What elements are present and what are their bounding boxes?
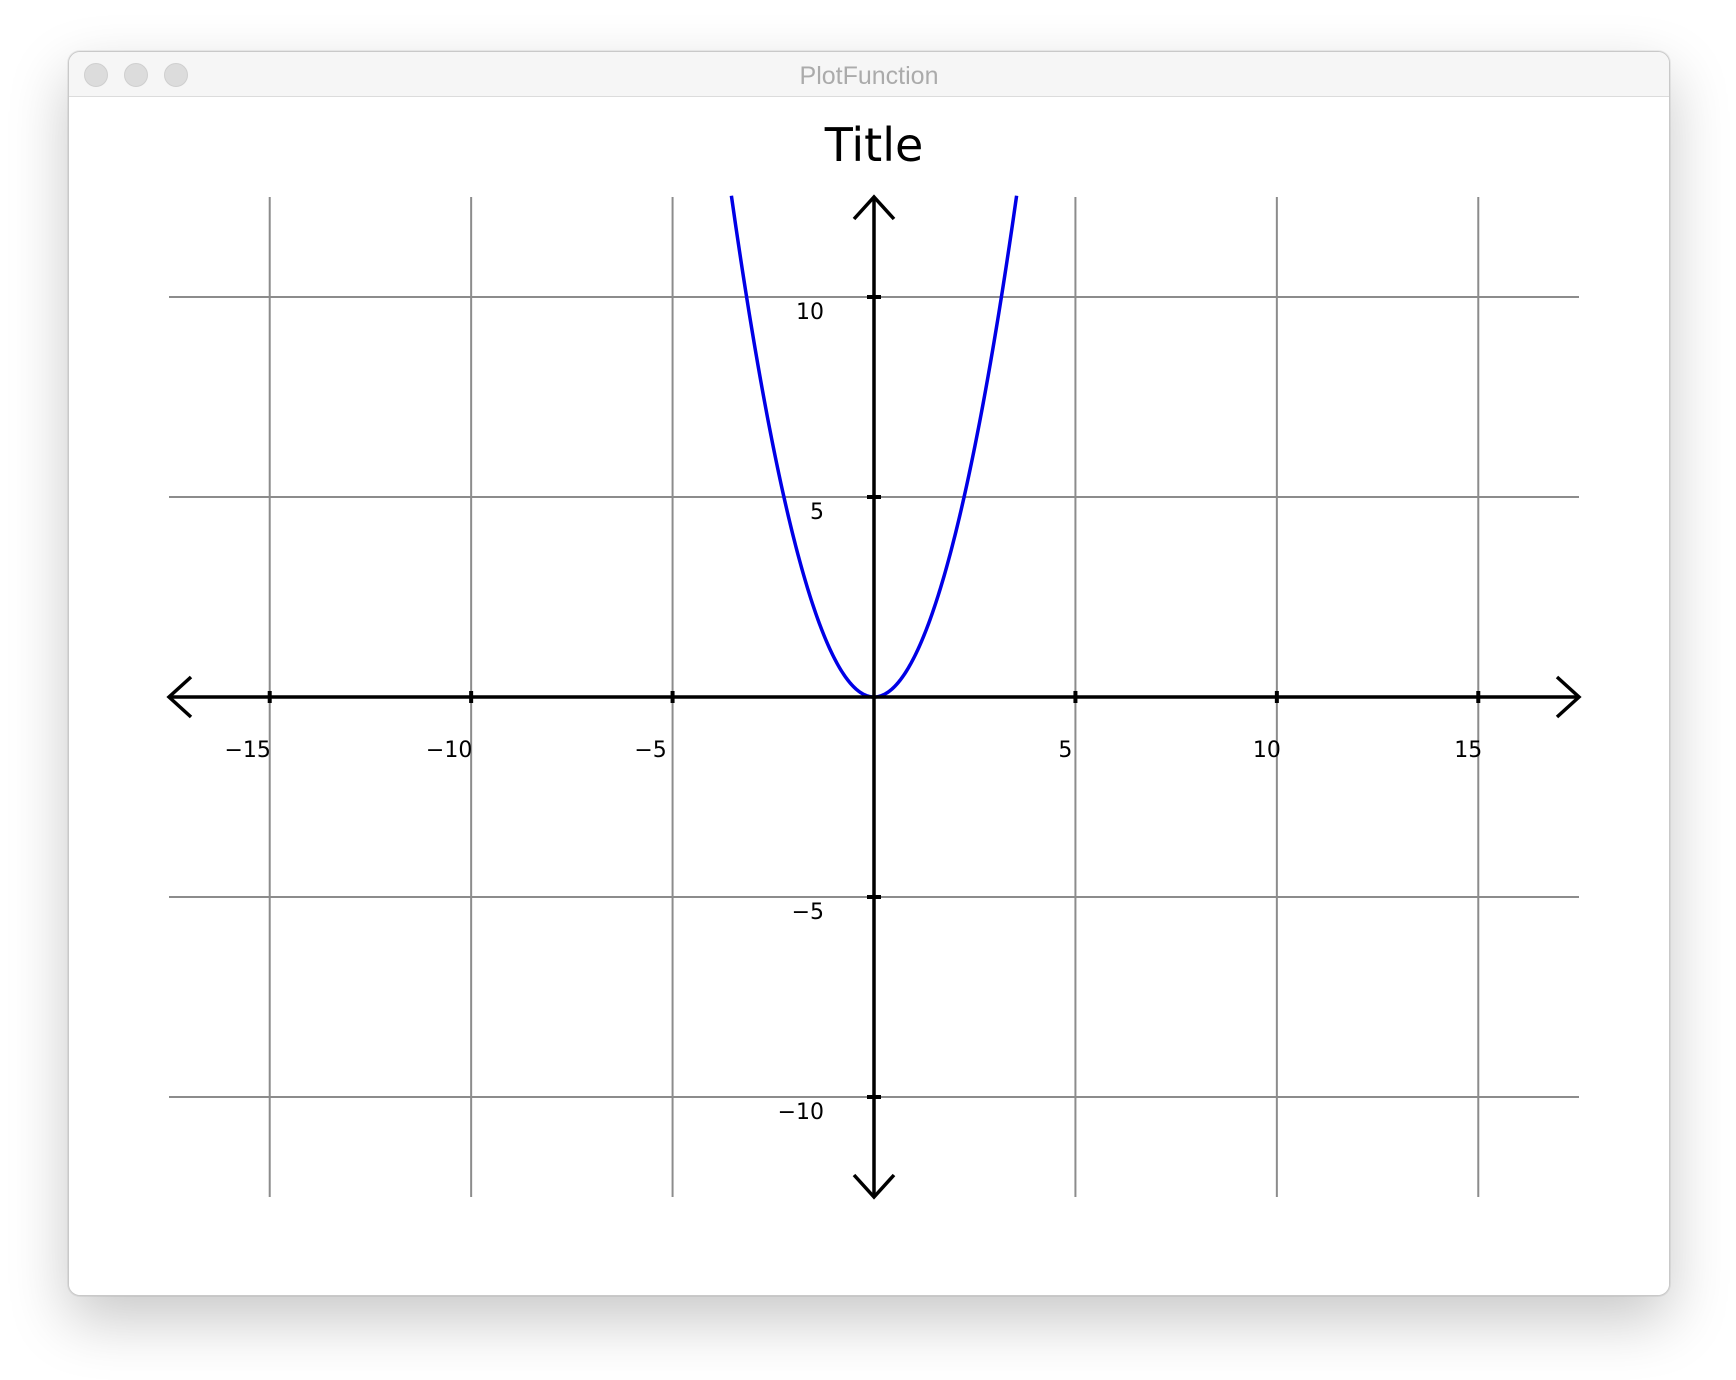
x-axis-left-arrow <box>166 675 193 719</box>
plot-window: PlotFunction Title −15 −10 −5 5 10 15 −10 −5 5 10 <box>68 51 1670 1296</box>
minimize-window-button[interactable] <box>124 63 148 87</box>
y-axis-bottom-arrow <box>852 1173 896 1200</box>
function-plot: Title −15 −10 −5 5 10 15 −10 −5 5 10 <box>166 118 1582 1200</box>
plot-canvas: Title −15 −10 −5 5 10 15 −10 −5 5 10 <box>69 97 1669 1295</box>
window-title: PlotFunction <box>799 62 939 90</box>
x-tick-label: 10 <box>1253 738 1281 763</box>
x-tick-label: −5 <box>634 738 666 763</box>
x-axis-right-arrow <box>1555 675 1582 719</box>
tick-labels: −15 −10 −5 5 10 15 −10 −5 5 10 <box>224 300 1482 1125</box>
x-tick-label: 15 <box>1454 738 1482 763</box>
y-tick-label: −5 <box>792 900 824 925</box>
axes <box>166 194 1582 1200</box>
x-tick-label: −10 <box>426 738 472 763</box>
close-window-button[interactable] <box>84 63 108 87</box>
x-tick-label: −15 <box>224 738 270 763</box>
tick-marks <box>267 295 1481 1099</box>
y-tick-label: 10 <box>796 300 824 325</box>
zoom-window-button[interactable] <box>164 63 188 87</box>
window-titlebar[interactable]: PlotFunction <box>69 52 1669 97</box>
chart-title: Title <box>824 118 924 172</box>
y-axis-top-arrow <box>852 194 896 221</box>
x-tick-label: 5 <box>1058 738 1072 763</box>
y-tick-label: −10 <box>778 1100 824 1125</box>
y-tick-label: 5 <box>810 500 824 525</box>
